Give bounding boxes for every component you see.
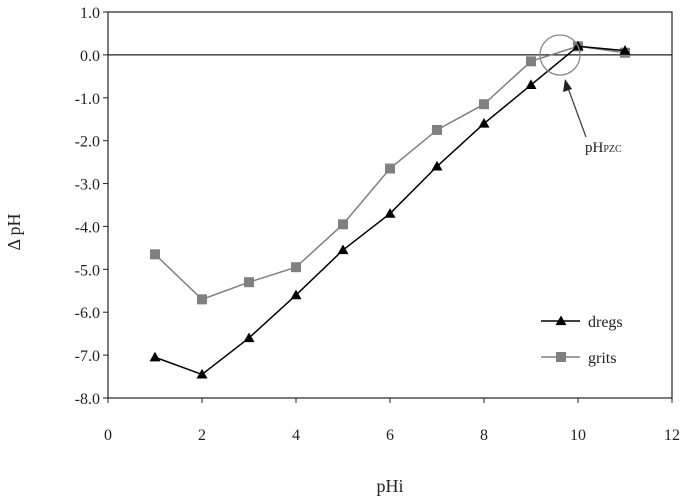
x-tick-label: 0 xyxy=(104,427,112,444)
series-grits xyxy=(150,41,630,305)
plot-frame xyxy=(107,11,673,399)
x-tick-label: 10 xyxy=(570,427,586,444)
data-point-grits xyxy=(197,294,207,305)
y-tick-label: -3.0 xyxy=(75,177,100,194)
data-point-dregs xyxy=(290,289,302,300)
y-tick-label: -2.0 xyxy=(75,134,100,151)
pzc-arrow-head xyxy=(563,79,572,92)
x-tick-label: 4 xyxy=(292,427,300,444)
y-tick-label: -8.0 xyxy=(75,391,100,408)
x-tick-label: 2 xyxy=(198,427,206,444)
pzc-label: pHPZC xyxy=(585,140,622,156)
x-tick-label: 8 xyxy=(480,427,488,444)
legend: dregs grits xyxy=(541,314,623,367)
y-tick-label: -7.0 xyxy=(75,348,100,365)
data-point-grits xyxy=(479,99,489,110)
data-point-grits xyxy=(385,163,395,174)
axes-layer: 1.0 0.0 -1.0 -2.0 -3.0 -4.0 -5.0 -6.0 -7.0 -8.0 0 2… xyxy=(75,5,680,444)
x-tick-label: 6 xyxy=(386,427,394,444)
y-tick-label: -6.0 xyxy=(75,305,100,322)
legend-marker-dregs xyxy=(555,315,567,326)
legend-label-grits: grits xyxy=(588,350,616,367)
annotation-layer: pHPZC xyxy=(539,34,622,156)
data-point-dregs xyxy=(431,160,443,171)
series-dregs xyxy=(149,40,631,379)
data-point-grits xyxy=(244,277,254,288)
pzc-label-sub: PZC xyxy=(603,144,622,155)
y-tick-label: -1.0 xyxy=(75,91,100,108)
data-point-grits xyxy=(150,249,160,260)
data-point-dregs xyxy=(243,332,255,343)
pzc-label-main: pH xyxy=(585,140,604,156)
data-point-dregs xyxy=(196,368,208,379)
data-point-grits xyxy=(338,219,348,230)
data-point-dregs xyxy=(525,79,537,90)
y-tick-label: 0.0 xyxy=(80,48,100,65)
data-point-dregs xyxy=(478,118,490,128)
data-point-dregs xyxy=(384,208,396,218)
data-point-dregs xyxy=(149,351,161,362)
data-point-grits xyxy=(432,124,442,135)
series-layer xyxy=(149,40,631,379)
data-point-grits xyxy=(526,56,536,67)
pzc-circle xyxy=(539,34,581,76)
x-axis-label: pHi xyxy=(377,476,404,496)
y-tick-label: -4.0 xyxy=(75,219,100,236)
legend-marker-grits xyxy=(556,352,566,362)
data-point-dregs xyxy=(337,244,349,255)
y-tick-label: -5.0 xyxy=(75,262,100,279)
y-axis-label: Δ pH xyxy=(4,213,24,250)
pzc-arrow-line xyxy=(567,87,587,138)
legend-label-dregs: dregs xyxy=(588,314,623,331)
data-point-dregs xyxy=(619,45,631,55)
x-tick-label: 12 xyxy=(664,427,680,444)
y-tick-label: 1.0 xyxy=(80,5,100,22)
data-point-grits xyxy=(291,262,301,273)
